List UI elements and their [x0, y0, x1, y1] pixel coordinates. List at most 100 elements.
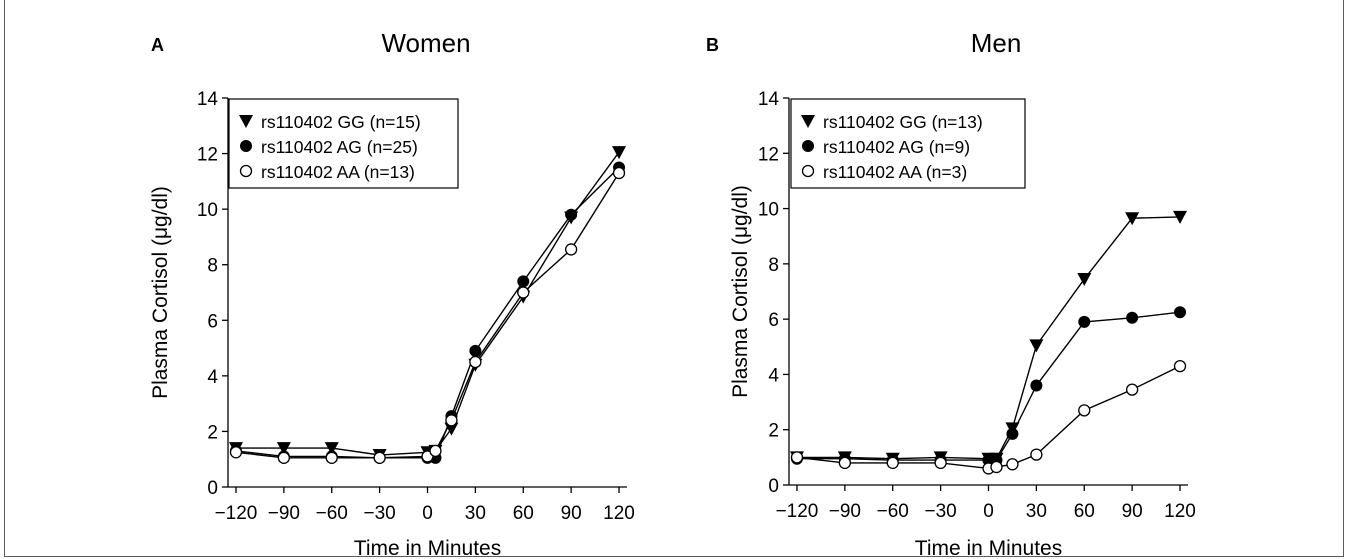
data-point-filled-circle	[1126, 311, 1139, 324]
legend-entry: rs110402 GG (n=15)	[261, 112, 421, 132]
legend-marker-open-circle	[801, 164, 815, 178]
x-tick-label: 120	[1164, 501, 1196, 522]
data-point-filled-circle	[1030, 379, 1043, 392]
series-line-filled-circle	[235, 167, 620, 459]
y-tick-label: 14	[197, 89, 219, 110]
data-point-triangle-down	[1125, 212, 1140, 226]
legend-entry: rs110402 AA (n=3)	[823, 162, 967, 182]
y-tick-label: 4	[207, 367, 218, 388]
x-tick-label: 60	[1074, 501, 1095, 522]
y-tick-label: 2	[768, 421, 779, 442]
x-tick-label: −30	[364, 503, 396, 524]
y-axis-label: Plasma Cortisol (μg/dl)	[729, 185, 752, 398]
legend-marker-triangle-down	[801, 115, 815, 128]
x-tick-label: −60	[316, 503, 348, 524]
data-point-triangle-down	[1077, 273, 1092, 287]
data-point-triangle-down	[276, 442, 291, 456]
data-point-open-circle	[1173, 359, 1187, 373]
data-point-open-circle	[373, 451, 386, 464]
x-tick-label: 90	[1122, 501, 1143, 522]
series-line-triangle-down	[797, 216, 1181, 460]
x-axis-label: Time in Minutes	[915, 537, 1062, 559]
data-point-filled-circle	[1078, 315, 1091, 328]
data-point-triangle-down	[612, 146, 627, 160]
legend-marker-filled-circle	[802, 140, 814, 152]
y-tick-label: 8	[768, 255, 779, 276]
x-tick-label: −90	[829, 501, 861, 522]
legend-marker-triangle-down	[239, 115, 253, 128]
data-point-open-circle	[790, 451, 804, 464]
data-point-open-circle	[990, 460, 1003, 474]
y-tick-label: 12	[197, 145, 218, 166]
y-tick-label: 8	[207, 256, 218, 277]
data-point-open-circle	[325, 451, 338, 464]
x-tick-label: 0	[422, 503, 433, 524]
data-point-open-circle	[1125, 383, 1139, 396]
y-tick-label: 2	[207, 422, 218, 443]
series-line-triangle-down	[236, 151, 620, 456]
x-tick-label: 30	[1026, 501, 1047, 522]
panel-label: B	[706, 35, 719, 55]
data-point-open-circle	[564, 243, 578, 256]
data-point-open-circle	[517, 286, 530, 299]
y-tick-label: 0	[768, 476, 779, 497]
y-tick-label: 4	[768, 365, 779, 386]
panel-a: A Women 0 2 4 6 8 10 12 14 −120 −90 −60 −30 0 30 60 90 120…	[149, 28, 635, 559]
data-point-open-circle	[469, 355, 482, 369]
data-point-filled-circle	[517, 275, 530, 288]
legend-entry: rs110402 AA (n=13)	[261, 162, 415, 182]
legend-box	[790, 98, 1026, 189]
legend: rs110402 GG (n=13) rs110402 AG (n=9) rs110…	[790, 98, 1026, 189]
data-point-triangle-down	[1029, 339, 1044, 353]
y-tick-label: 0	[207, 478, 218, 499]
legend-marker-filled-circle	[240, 140, 252, 152]
panel-title: Men	[971, 28, 1022, 58]
data-point-triangle-down	[444, 422, 459, 436]
x-tick-label: 30	[465, 503, 486, 524]
data-point-open-circle	[1030, 448, 1043, 461]
data-point-filled-circle	[1006, 427, 1019, 440]
data-point-open-circle	[838, 456, 852, 470]
series-line-open-circle	[235, 172, 620, 459]
series-line-filled-circle	[797, 311, 1181, 461]
data-point-open-circle	[934, 456, 947, 470]
data-point-filled-circle	[469, 344, 482, 357]
data-point-filled-circle	[1174, 306, 1187, 319]
x-tick-label: 120	[603, 503, 635, 524]
x-tick-label: −90	[268, 503, 300, 524]
x-tick-label: 60	[513, 503, 534, 524]
panel-title: Women	[381, 28, 470, 58]
legend-entry: rs110402 AG (n=25)	[261, 137, 418, 157]
y-tick-label: 6	[207, 311, 218, 332]
figure-frame	[4, 0, 1344, 557]
x-tick-label: −120	[215, 503, 258, 524]
y-axis-label: Plasma Cortisol (μg/dl)	[149, 186, 172, 399]
x-axis-label: Time in Minutes	[354, 537, 501, 559]
data-point-open-circle	[445, 414, 458, 427]
legend-marker-open-circle	[239, 164, 253, 178]
x-tick-label: −120	[776, 501, 819, 522]
legend-box	[228, 98, 459, 189]
legend-entry: rs110402 AG (n=9)	[823, 137, 970, 157]
panel-label: A	[151, 35, 164, 55]
legend: rs110402 GG (n=15) rs110402 AG (n=25) rs11…	[228, 98, 459, 189]
data-point-filled-circle	[565, 208, 578, 221]
data-point-open-circle	[612, 166, 626, 180]
data-point-open-circle	[229, 446, 243, 459]
y-tick-label: 6	[768, 310, 779, 331]
data-point-open-circle	[886, 456, 899, 470]
data-point-open-circle	[429, 444, 442, 458]
y-tick-label: 14	[758, 89, 780, 110]
y-tick-label: 10	[197, 200, 218, 221]
x-tick-label: −60	[877, 501, 909, 522]
y-tick-label: 12	[758, 144, 779, 165]
data-point-triangle-down	[324, 442, 339, 456]
panel-b: B Men 0 2 4 6 8 10 12 14 −120 −90 −60 −30 0 30 60 90 120 Ti…	[706, 28, 1196, 559]
data-point-triangle-down	[1173, 210, 1188, 224]
data-point-open-circle	[277, 451, 291, 464]
x-tick-label: 90	[561, 503, 582, 524]
x-tick-label: −30	[925, 501, 957, 522]
data-point-open-circle	[1006, 458, 1019, 471]
data-point-open-circle	[1078, 404, 1091, 417]
